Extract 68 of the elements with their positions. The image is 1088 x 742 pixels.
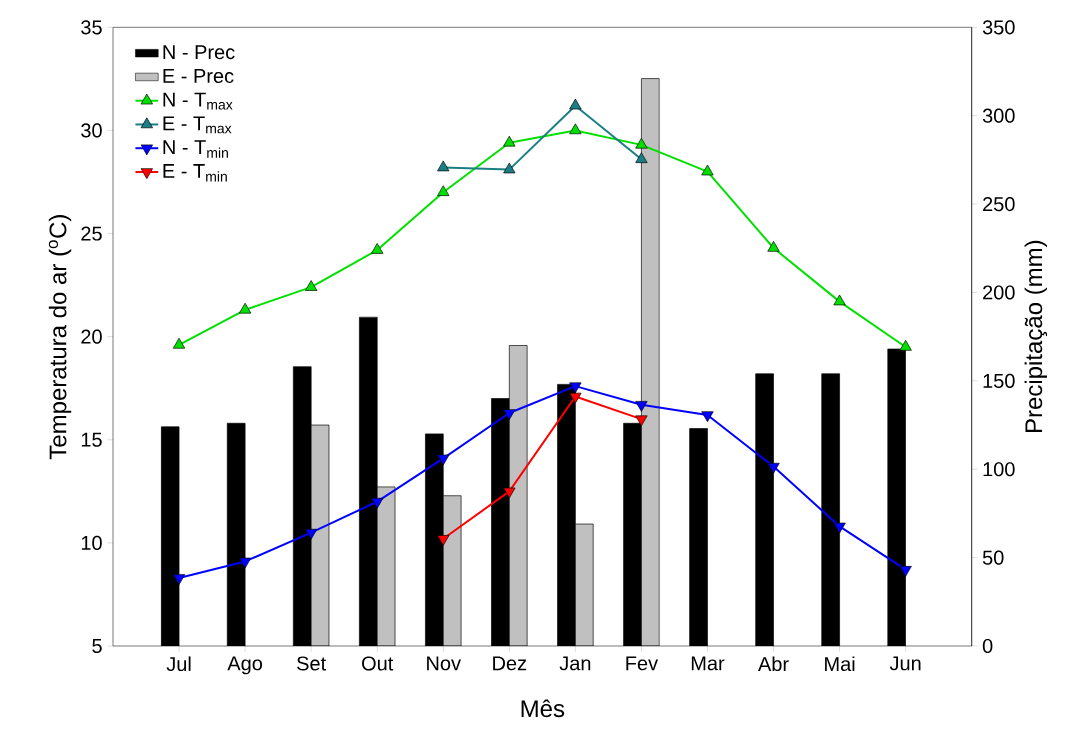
point [238, 302, 252, 314]
legend-label: N - T$_{min}$ [163, 140, 228, 158]
y2-tick-label: 200 [983, 285, 1015, 300]
y-axis-title: Temperatura do ar ($^{o}$C) [48, 215, 72, 460]
point [238, 557, 252, 569]
point [635, 415, 648, 427]
legend-label: N - T$_{max}$ [163, 92, 233, 110]
point [371, 243, 384, 254]
point [569, 382, 582, 394]
y2-tick-label: 250 [983, 197, 1015, 212]
point [569, 392, 582, 404]
point [305, 280, 318, 291]
x-tick-label: Nov [427, 656, 461, 671]
x-tick-label: Set [297, 656, 327, 671]
point [172, 337, 186, 349]
point [437, 185, 450, 196]
y2-tick-label: 350 [982, 20, 1015, 35]
point [305, 528, 318, 540]
x-tick-label: Mar [691, 656, 725, 671]
point [437, 535, 450, 546]
legend-label: N - Prec [163, 45, 235, 60]
point [767, 240, 780, 252]
y-tick-label: 25 [81, 226, 102, 241]
y2-tick-label: 300 [982, 108, 1015, 123]
legend-label: E - T$_{min}$ [163, 164, 227, 182]
x-tick-label: Out [362, 656, 394, 671]
point [437, 160, 450, 172]
y2-tick-label: 100 [983, 462, 1015, 477]
point [833, 522, 846, 534]
x-tick-label: Abr [758, 656, 789, 672]
x-axis-title: Mês [521, 699, 565, 718]
point [503, 162, 516, 174]
point [503, 135, 516, 147]
point [635, 152, 648, 163]
y-tick-label: 5 [92, 639, 102, 653]
x-tick-label: Jul [166, 656, 191, 672]
x-tick-label: Fev [626, 656, 659, 671]
x-tick-label: Jun [889, 656, 921, 671]
legend-label: E - T$_{max}$ [163, 116, 232, 134]
point [899, 566, 912, 577]
point [172, 574, 186, 585]
y-tick-label: 35 [81, 20, 102, 35]
y-tick-label: 20 [81, 329, 102, 344]
y2-tick-label: 0 [982, 638, 993, 654]
point [701, 411, 714, 423]
legend-label: E - Prec [163, 69, 234, 84]
y2-axis-title: Precipitação (mm) [1024, 240, 1048, 433]
point [503, 409, 516, 420]
point [371, 497, 384, 509]
point [701, 164, 714, 176]
point [899, 339, 912, 351]
y-tick-label: 30 [81, 123, 102, 138]
point [635, 401, 648, 412]
point [833, 294, 846, 306]
point [569, 98, 582, 110]
point [569, 123, 582, 135]
y2-tick-label: 50 [982, 550, 1004, 565]
y2-tick-label: 150 [983, 373, 1015, 388]
x-tick-label: Dez [493, 656, 527, 671]
point [437, 454, 450, 466]
point [503, 487, 516, 499]
x-tick-label: Ago [227, 656, 263, 675]
point [635, 137, 648, 149]
y-tick-label: 15 [81, 432, 102, 447]
point [767, 462, 780, 474]
x-tick-label: Mai [825, 656, 855, 672]
y-tick-label: 10 [81, 535, 102, 550]
x-tick-label: Jan [559, 656, 591, 671]
